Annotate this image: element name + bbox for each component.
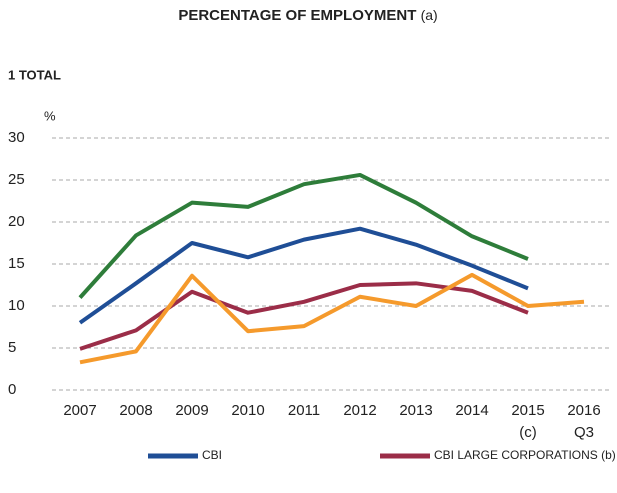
series-line — [79, 281, 529, 351]
series-line — [78, 226, 529, 325]
y-tick-label: 20 — [8, 213, 25, 230]
x-tick-label: 2009 — [175, 402, 208, 419]
title-note: (a) — [421, 7, 438, 23]
x-tick-label: 2013 — [399, 402, 432, 419]
x-tick-label: 2012 — [343, 402, 376, 419]
title-main: PERCENTAGE OF EMPLOYMENT — [178, 7, 416, 24]
x-tick-label: 2010 — [231, 402, 264, 419]
subtitle: 1 TOTAL — [8, 67, 61, 82]
x-tick-label: 2014 — [455, 402, 488, 419]
x-tick-label: 2007 — [63, 402, 96, 419]
y-axis-label: % — [44, 108, 56, 123]
x-tick-label: 2011 — [288, 402, 320, 419]
x-tick-label: 2008 — [119, 402, 152, 419]
x-tick-note: (c) — [519, 424, 537, 441]
x-tick-label: 2016 — [567, 402, 600, 419]
y-tick-label: 10 — [8, 297, 25, 314]
legend-label: CBI LARGE CORPORATIONS (b) — [434, 448, 616, 462]
x-tick-note: Q3 — [574, 424, 594, 441]
legend-label: CBI — [202, 448, 222, 462]
series-line — [78, 172, 529, 299]
y-tick-label: 30 — [8, 129, 25, 146]
y-tick-label: 25 — [8, 171, 25, 188]
chart-title: PERCENTAGE OF EMPLOYMENT (a) — [178, 7, 437, 24]
x-tick-label: 2015 — [511, 402, 544, 419]
y-tick-label: 0 — [8, 381, 16, 398]
series-line — [79, 272, 585, 365]
y-tick-label: 5 — [8, 339, 16, 356]
y-tick-label: 15 — [8, 255, 25, 272]
